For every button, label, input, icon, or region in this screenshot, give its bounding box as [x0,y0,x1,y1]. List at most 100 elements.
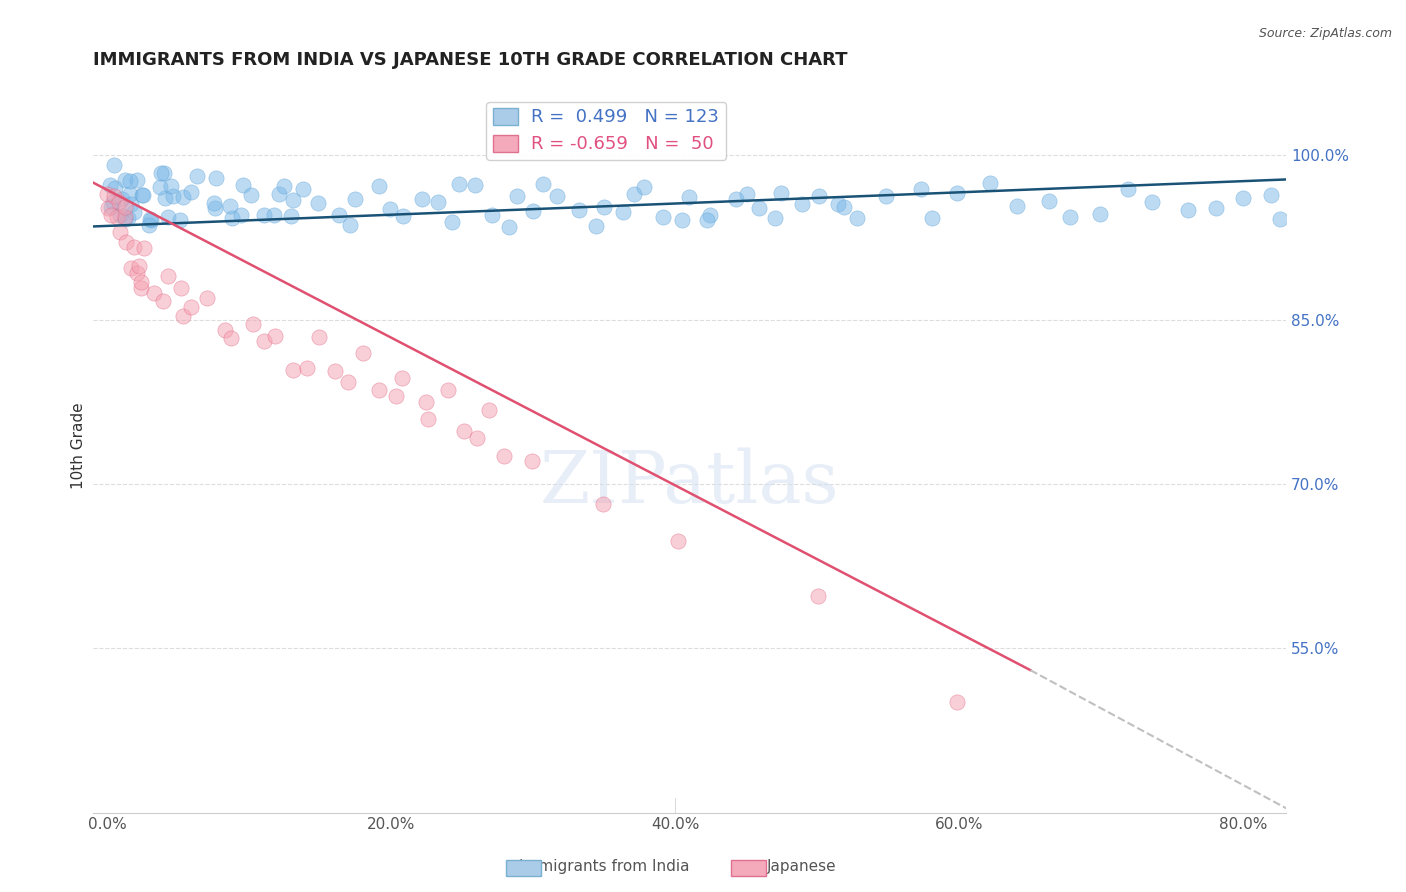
Point [1260,188,1282,202]
Point [520,453,543,467]
Point [1403,180,1406,194]
Point [118,186,141,201]
Point [498,219,520,234]
Point [172,309,194,323]
Point [232,178,254,192]
Point [494,449,516,463]
Point [122,240,145,254]
Point [946,186,969,200]
Point [149,179,172,194]
Point [1313,202,1336,217]
Point [114,173,136,187]
Point [169,212,191,227]
Point [696,213,718,227]
Point [107,195,129,210]
Point [827,197,849,211]
Point [585,219,607,233]
Point [283,363,305,377]
Point [138,218,160,232]
Point [172,190,194,204]
Point [651,210,673,224]
Point [385,389,408,403]
Point [522,204,544,219]
Point [467,431,489,445]
Point [97,202,120,216]
Point [204,202,226,216]
Point [411,192,433,206]
Point [153,191,176,205]
Point [295,361,318,376]
Point [946,695,969,709]
Point [623,187,645,202]
Point [593,200,616,214]
Point [132,187,155,202]
Point [724,192,747,206]
Point [436,383,458,397]
Point [769,186,792,201]
Point [108,225,131,239]
Point [264,329,287,343]
Point [252,334,274,348]
Point [307,196,329,211]
Point [100,208,122,222]
Point [875,189,897,203]
Point [111,192,134,206]
Point [339,219,361,233]
Point [763,211,786,225]
Point [678,190,700,204]
Point [103,195,125,210]
Point [180,185,202,199]
Point [103,158,125,172]
Point [149,166,172,180]
Point [415,395,437,409]
Point [292,182,315,196]
Point [1331,187,1354,202]
Point [1268,211,1291,226]
Point [280,210,302,224]
Point [129,281,152,295]
Point [979,176,1001,190]
Point [1368,199,1391,213]
Point [1038,194,1060,208]
Point [367,179,389,194]
Point [748,201,770,215]
Point [378,202,401,216]
Point [323,364,346,378]
Point [1302,186,1324,200]
Text: ZIPatlas: ZIPatlas [540,447,839,517]
Point [427,195,450,210]
Point [568,203,591,218]
Point [105,210,128,224]
Point [592,498,614,512]
Point [308,330,330,344]
Point [152,294,174,309]
Point [531,178,554,192]
Point [1088,207,1111,221]
Point [506,189,529,203]
Point [117,211,139,226]
Point [120,174,142,188]
Point [368,383,391,397]
Point [219,198,242,212]
Point [96,187,118,202]
Text: Immigrants from India: Immigrants from India [519,859,690,874]
Point [242,317,264,331]
Point [612,205,634,219]
Point [447,177,470,191]
Point [735,187,758,202]
Point [1205,202,1227,216]
Point [103,188,125,202]
Point [453,424,475,438]
Point [699,208,721,222]
Point [671,213,693,227]
Point [481,208,503,222]
Point [104,180,127,194]
Point [391,210,413,224]
Text: IMMIGRANTS FROM INDIA VS JAPANESE 10TH GRADE CORRELATION CHART: IMMIGRANTS FROM INDIA VS JAPANESE 10TH G… [93,51,848,69]
Point [156,268,179,283]
Point [273,178,295,193]
Point [143,286,166,301]
Point [120,197,142,211]
Point [114,211,136,226]
Point [921,211,943,225]
